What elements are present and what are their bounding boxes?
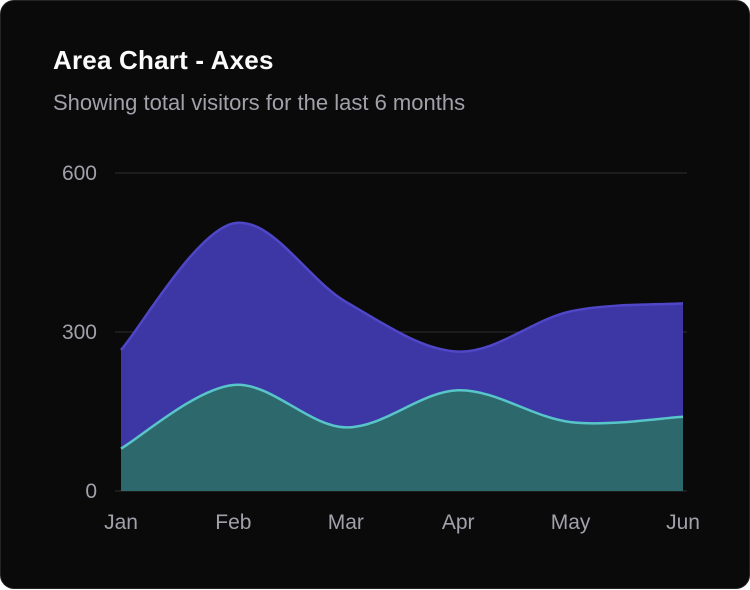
y-tick-label: 0 — [85, 480, 97, 503]
x-tick-label: Feb — [215, 511, 251, 534]
x-tick-label: May — [551, 511, 591, 534]
x-tick-label: Jan — [104, 511, 138, 534]
y-tick-label: 600 — [62, 162, 97, 185]
x-tick-label: Mar — [328, 511, 364, 534]
x-tick-label: Apr — [442, 511, 475, 534]
y-tick-label: 300 — [62, 321, 97, 344]
x-tick-label: Jun — [666, 511, 700, 534]
